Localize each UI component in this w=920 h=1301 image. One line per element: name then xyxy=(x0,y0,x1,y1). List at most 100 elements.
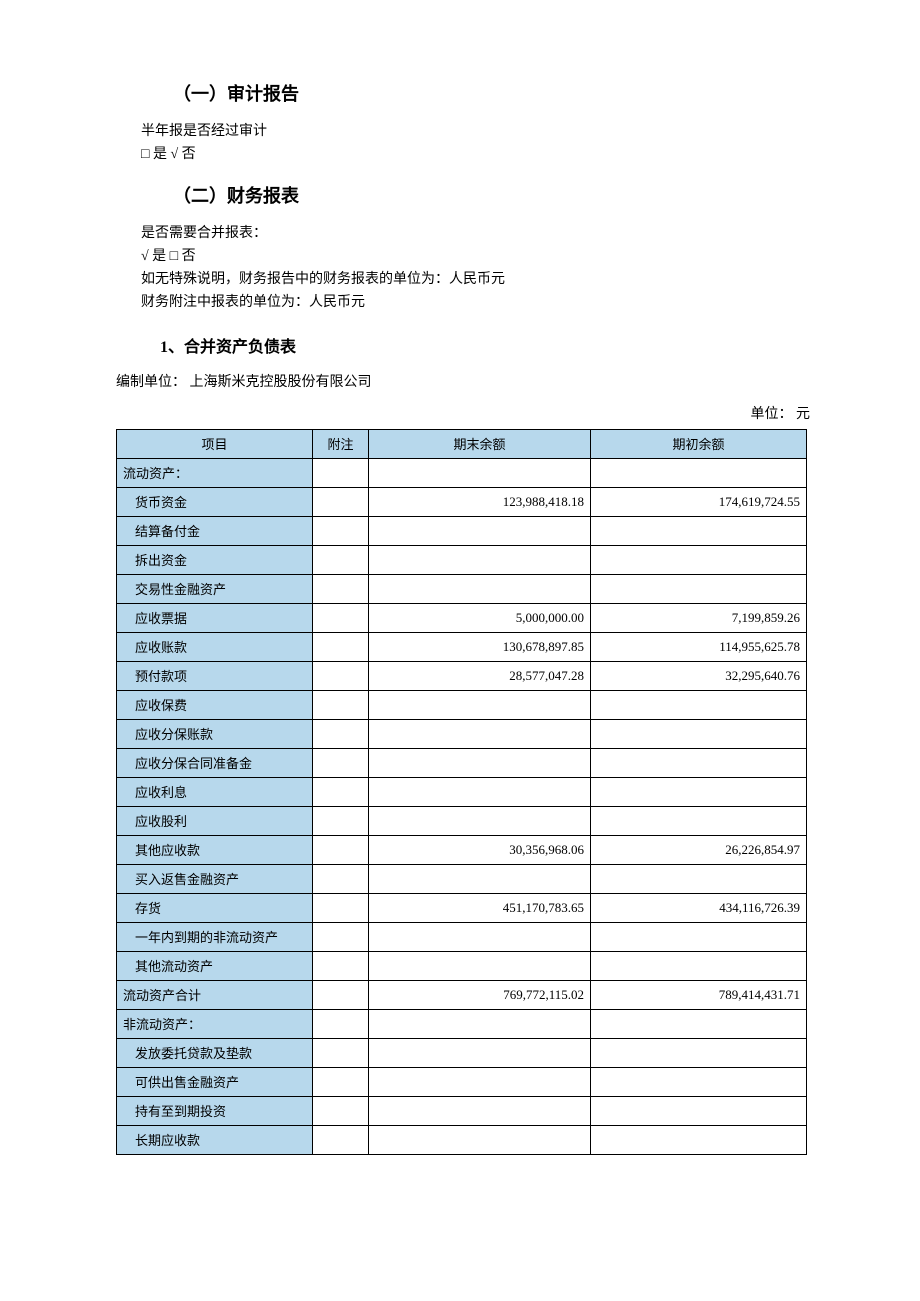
table-row: 应收保费 xyxy=(117,690,807,719)
table-row: 可供出售金融资产 xyxy=(117,1067,807,1096)
row-begin-balance xyxy=(591,1125,807,1154)
row-end-balance xyxy=(369,1125,591,1154)
table-row: 结算备付金 xyxy=(117,516,807,545)
table-row: 应收分保合同准备金 xyxy=(117,748,807,777)
row-label: 存货 xyxy=(117,893,313,922)
row-note xyxy=(313,1038,369,1067)
row-end-balance xyxy=(369,1009,591,1038)
row-label: 发放委托贷款及垫款 xyxy=(117,1038,313,1067)
row-note xyxy=(313,1125,369,1154)
table-row: 买入返售金融资产 xyxy=(117,864,807,893)
row-begin-balance: 7,199,859.26 xyxy=(591,603,807,632)
table-row: 其他流动资产 xyxy=(117,951,807,980)
row-note xyxy=(313,951,369,980)
row-note xyxy=(313,545,369,574)
consolidate-answer: √ 是 □ 否 xyxy=(0,245,920,268)
row-end-balance xyxy=(369,1096,591,1125)
row-note xyxy=(313,603,369,632)
table-body: 流动资产：货币资金 123,988,418.18174,619,724.55 结算备… xyxy=(117,458,807,1154)
row-end-balance: 769,772,115.02 xyxy=(369,980,591,1009)
row-begin-balance xyxy=(591,1067,807,1096)
row-label: 应收分保合同准备金 xyxy=(117,748,313,777)
row-end-balance xyxy=(369,864,591,893)
row-label: 结算备付金 xyxy=(117,516,313,545)
col-header-begin: 期初余额 xyxy=(591,429,807,458)
row-label: 拆出资金 xyxy=(117,545,313,574)
row-end-balance: 5,000,000.00 xyxy=(369,603,591,632)
currency-note-1: 如无特殊说明，财务报告中的财务报表的单位为：人民币元 xyxy=(0,268,920,291)
row-end-balance xyxy=(369,574,591,603)
row-end-balance xyxy=(369,777,591,806)
row-end-balance xyxy=(369,748,591,777)
row-note xyxy=(313,1067,369,1096)
row-label: 持有至到期投资 xyxy=(117,1096,313,1125)
row-begin-balance: 174,619,724.55 xyxy=(591,487,807,516)
col-header-end: 期末余额 xyxy=(369,429,591,458)
row-label: 非流动资产： xyxy=(117,1009,313,1038)
row-note xyxy=(313,719,369,748)
row-note xyxy=(313,487,369,516)
row-end-balance xyxy=(369,458,591,487)
consolidate-question: 是否需要合并报表： xyxy=(0,222,920,245)
table-row: 存货 451,170,783.65434,116,726.39 xyxy=(117,893,807,922)
row-begin-balance xyxy=(591,458,807,487)
table-row: 非流动资产： xyxy=(117,1009,807,1038)
row-label: 应收利息 xyxy=(117,777,313,806)
row-end-balance: 451,170,783.65 xyxy=(369,893,591,922)
document-page: （一）审计报告 半年报是否经过审计 □ 是 √ 否 （二）财务报表 是否需要合并… xyxy=(0,0,920,1215)
row-note xyxy=(313,980,369,1009)
row-end-balance xyxy=(369,922,591,951)
row-note xyxy=(313,574,369,603)
row-label: 应收票据 xyxy=(117,603,313,632)
row-end-balance xyxy=(369,545,591,574)
row-begin-balance xyxy=(591,1096,807,1125)
row-note xyxy=(313,458,369,487)
preparer-line: 编制单位： 上海斯米克控股股份有限公司 xyxy=(0,371,920,391)
table-row: 其他应收款30,356,968.0626,226,854.97 xyxy=(117,835,807,864)
row-begin-balance xyxy=(591,1038,807,1067)
row-begin-balance: 32,295,640.76 xyxy=(591,661,807,690)
row-label: 买入返售金融资产 xyxy=(117,864,313,893)
col-header-note: 附注 xyxy=(313,429,369,458)
row-end-balance xyxy=(369,690,591,719)
currency-note-2: 财务附注中报表的单位为：人民币元 xyxy=(0,291,920,314)
audit-question: 半年报是否经过审计 xyxy=(0,120,920,143)
row-begin-balance: 26,226,854.97 xyxy=(591,835,807,864)
table-row: 应收账款130,678,897.85114,955,625.78 xyxy=(117,632,807,661)
table-row: 应收分保账款 xyxy=(117,719,807,748)
row-label: 其他应收款 xyxy=(117,835,313,864)
row-begin-balance xyxy=(591,516,807,545)
row-label: 流动资产： xyxy=(117,458,313,487)
row-begin-balance: 789,414,431.71 xyxy=(591,980,807,1009)
row-note xyxy=(313,835,369,864)
table-row: 应收股利 xyxy=(117,806,807,835)
row-begin-balance xyxy=(591,922,807,951)
table-row: 流动资产： xyxy=(117,458,807,487)
table-row: 预付款项28,577,047.2832,295,640.76 xyxy=(117,661,807,690)
table-header-row: 项目 附注 期末余额 期初余额 xyxy=(117,429,807,458)
row-begin-balance xyxy=(591,864,807,893)
row-end-balance xyxy=(369,1067,591,1096)
row-label: 应收保费 xyxy=(117,690,313,719)
row-end-balance xyxy=(369,719,591,748)
balance-sheet-table: 项目 附注 期末余额 期初余额 流动资产：货币资金 123,988,418.181… xyxy=(116,429,807,1155)
row-label: 应收账款 xyxy=(117,632,313,661)
row-end-balance xyxy=(369,1038,591,1067)
row-note xyxy=(313,864,369,893)
table-row: 持有至到期投资 xyxy=(117,1096,807,1125)
row-end-balance xyxy=(369,516,591,545)
audit-answer: □ 是 √ 否 xyxy=(0,143,920,166)
row-begin-balance: 434,116,726.39 xyxy=(591,893,807,922)
row-note xyxy=(313,690,369,719)
row-label: 货币资金 xyxy=(117,487,313,516)
row-label: 应收分保账款 xyxy=(117,719,313,748)
row-end-balance xyxy=(369,951,591,980)
row-note xyxy=(313,1096,369,1125)
row-end-balance xyxy=(369,806,591,835)
row-begin-balance xyxy=(591,545,807,574)
row-begin-balance xyxy=(591,690,807,719)
row-begin-balance xyxy=(591,748,807,777)
row-begin-balance xyxy=(591,806,807,835)
section-1-title: （一）审计报告 xyxy=(0,80,920,106)
row-end-balance: 123,988,418.18 xyxy=(369,487,591,516)
